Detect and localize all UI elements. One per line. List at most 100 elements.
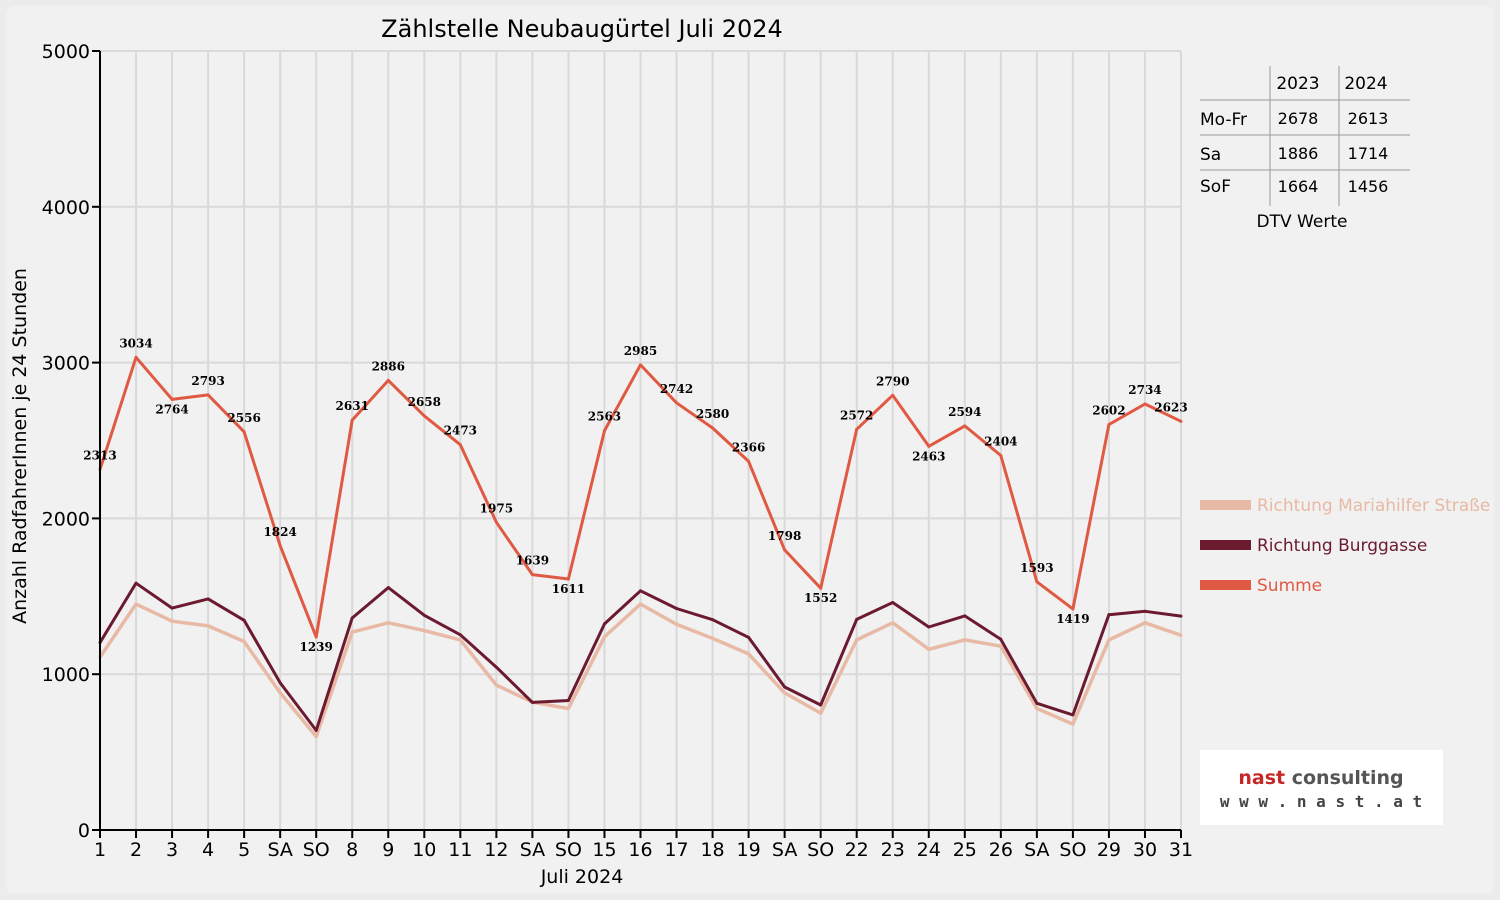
data-point [314, 735, 318, 739]
data-label: 2556 [227, 411, 260, 425]
y-tick-label: 5000 [42, 41, 90, 63]
logo-wordmark: nast consulting [1238, 767, 1403, 789]
x-tick-label: 23 [881, 839, 905, 861]
legend-swatch-1 [1200, 500, 1251, 510]
x-tick-label: 25 [953, 839, 977, 861]
data-point [855, 638, 859, 642]
data-label: 2563 [588, 410, 621, 424]
data-label: 2742 [660, 382, 693, 396]
data-point [458, 633, 462, 637]
data-point [711, 636, 715, 640]
grid [99, 50, 1182, 831]
data-point [963, 424, 967, 428]
data-label: 2313 [83, 449, 116, 463]
dtv-table: 2023 2024 Mo-Fr 2678 2613 Sa 1886 1714 S… [1200, 66, 1410, 232]
x-tick-label: 5 [238, 839, 250, 861]
data-point [566, 699, 570, 703]
data-label: 1611 [552, 582, 585, 596]
data-point [783, 548, 787, 552]
data-label: 2602 [1092, 404, 1125, 418]
data-label: 2623 [1154, 400, 1187, 414]
data-label: 2404 [984, 434, 1017, 448]
data-label: 2366 [732, 440, 765, 454]
data-point [278, 681, 282, 685]
data-point [386, 586, 390, 590]
data-label: 2473 [444, 424, 477, 438]
legend: Richtung Mariahilfer Straße Richtung Burg… [1200, 496, 1490, 596]
data-point [747, 635, 751, 639]
y-tick-label: 1000 [42, 664, 90, 686]
data-point [891, 601, 895, 605]
x-tick-label: 11 [448, 839, 472, 861]
data-point [1071, 607, 1075, 611]
x-tick-label: 15 [592, 839, 616, 861]
data-point [134, 355, 138, 359]
chart-frame: Zählstelle Neubaugürtel Juli 2024 0 1000 2… [6, 6, 1494, 894]
data-point [314, 728, 318, 732]
data-point [819, 711, 823, 715]
x-tick-label: 8 [346, 839, 358, 861]
data-label: 2631 [336, 399, 369, 413]
data-label: 1639 [516, 554, 549, 568]
x-tick-label: SA [1024, 839, 1049, 861]
data-point [170, 606, 174, 610]
logo-url: w w w . n a s t . a t [1220, 792, 1422, 811]
x-tick-label: 31 [1169, 839, 1193, 861]
dtv-cell: 1664 [1278, 177, 1319, 196]
data-point [1143, 609, 1147, 613]
y-tick-label: 0 [78, 820, 90, 842]
dtv-row-label: Sa [1200, 145, 1221, 165]
data-point [1035, 580, 1039, 584]
x-tick-label: SO [303, 839, 330, 861]
data-point [422, 613, 426, 617]
data-point [891, 621, 895, 625]
x-tick-label: SO [1059, 839, 1086, 861]
data-point [1035, 701, 1039, 705]
data-point [206, 597, 210, 601]
data-point [242, 639, 246, 643]
x-tick-label: 29 [1097, 839, 1121, 861]
y-axis-title: Anzahl RadfahrerInnen je 24 Stunden [9, 268, 31, 624]
data-point [639, 602, 642, 606]
data-point [602, 635, 606, 639]
dtv-cell: 2613 [1348, 109, 1389, 128]
data-point [855, 617, 859, 621]
data-label: 2463 [912, 449, 945, 463]
x-tick-label: 9 [382, 839, 394, 861]
dtv-cell: 1456 [1348, 177, 1389, 196]
data-point [927, 625, 931, 629]
x-tick-label: 4 [202, 839, 214, 861]
data-point [566, 706, 570, 710]
data-point [999, 644, 1003, 648]
data-point [675, 606, 679, 610]
data-point [494, 683, 498, 687]
line-chart: Zählstelle Neubaugürtel Juli 2024 0 1000 2… [9, 15, 1490, 888]
dtv-year-2024: 2024 [1344, 74, 1387, 94]
data-label: 2572 [840, 408, 873, 422]
data-label: 2985 [624, 344, 657, 358]
data-point [134, 581, 138, 585]
data-point [314, 635, 318, 639]
data-label: 2734 [1128, 383, 1161, 397]
data-point [530, 700, 534, 704]
series-layer [98, 355, 1183, 739]
dtv-cell: 2678 [1278, 109, 1319, 128]
data-point [855, 427, 859, 431]
x-tick-label: 16 [628, 839, 652, 861]
data-point [458, 638, 462, 642]
x-tick-label: 26 [989, 839, 1013, 861]
data-point [350, 418, 354, 422]
x-tick-label: 3 [166, 839, 178, 861]
data-point [170, 619, 174, 623]
x-tick-label: 10 [412, 839, 436, 861]
data-point [927, 444, 931, 448]
data-point [783, 685, 787, 689]
y-tick-label: 4000 [42, 197, 90, 219]
data-point [675, 401, 679, 405]
data-label: 1798 [768, 529, 801, 543]
data-label: 2790 [876, 374, 909, 388]
data-point [963, 638, 967, 642]
data-point [639, 589, 642, 593]
